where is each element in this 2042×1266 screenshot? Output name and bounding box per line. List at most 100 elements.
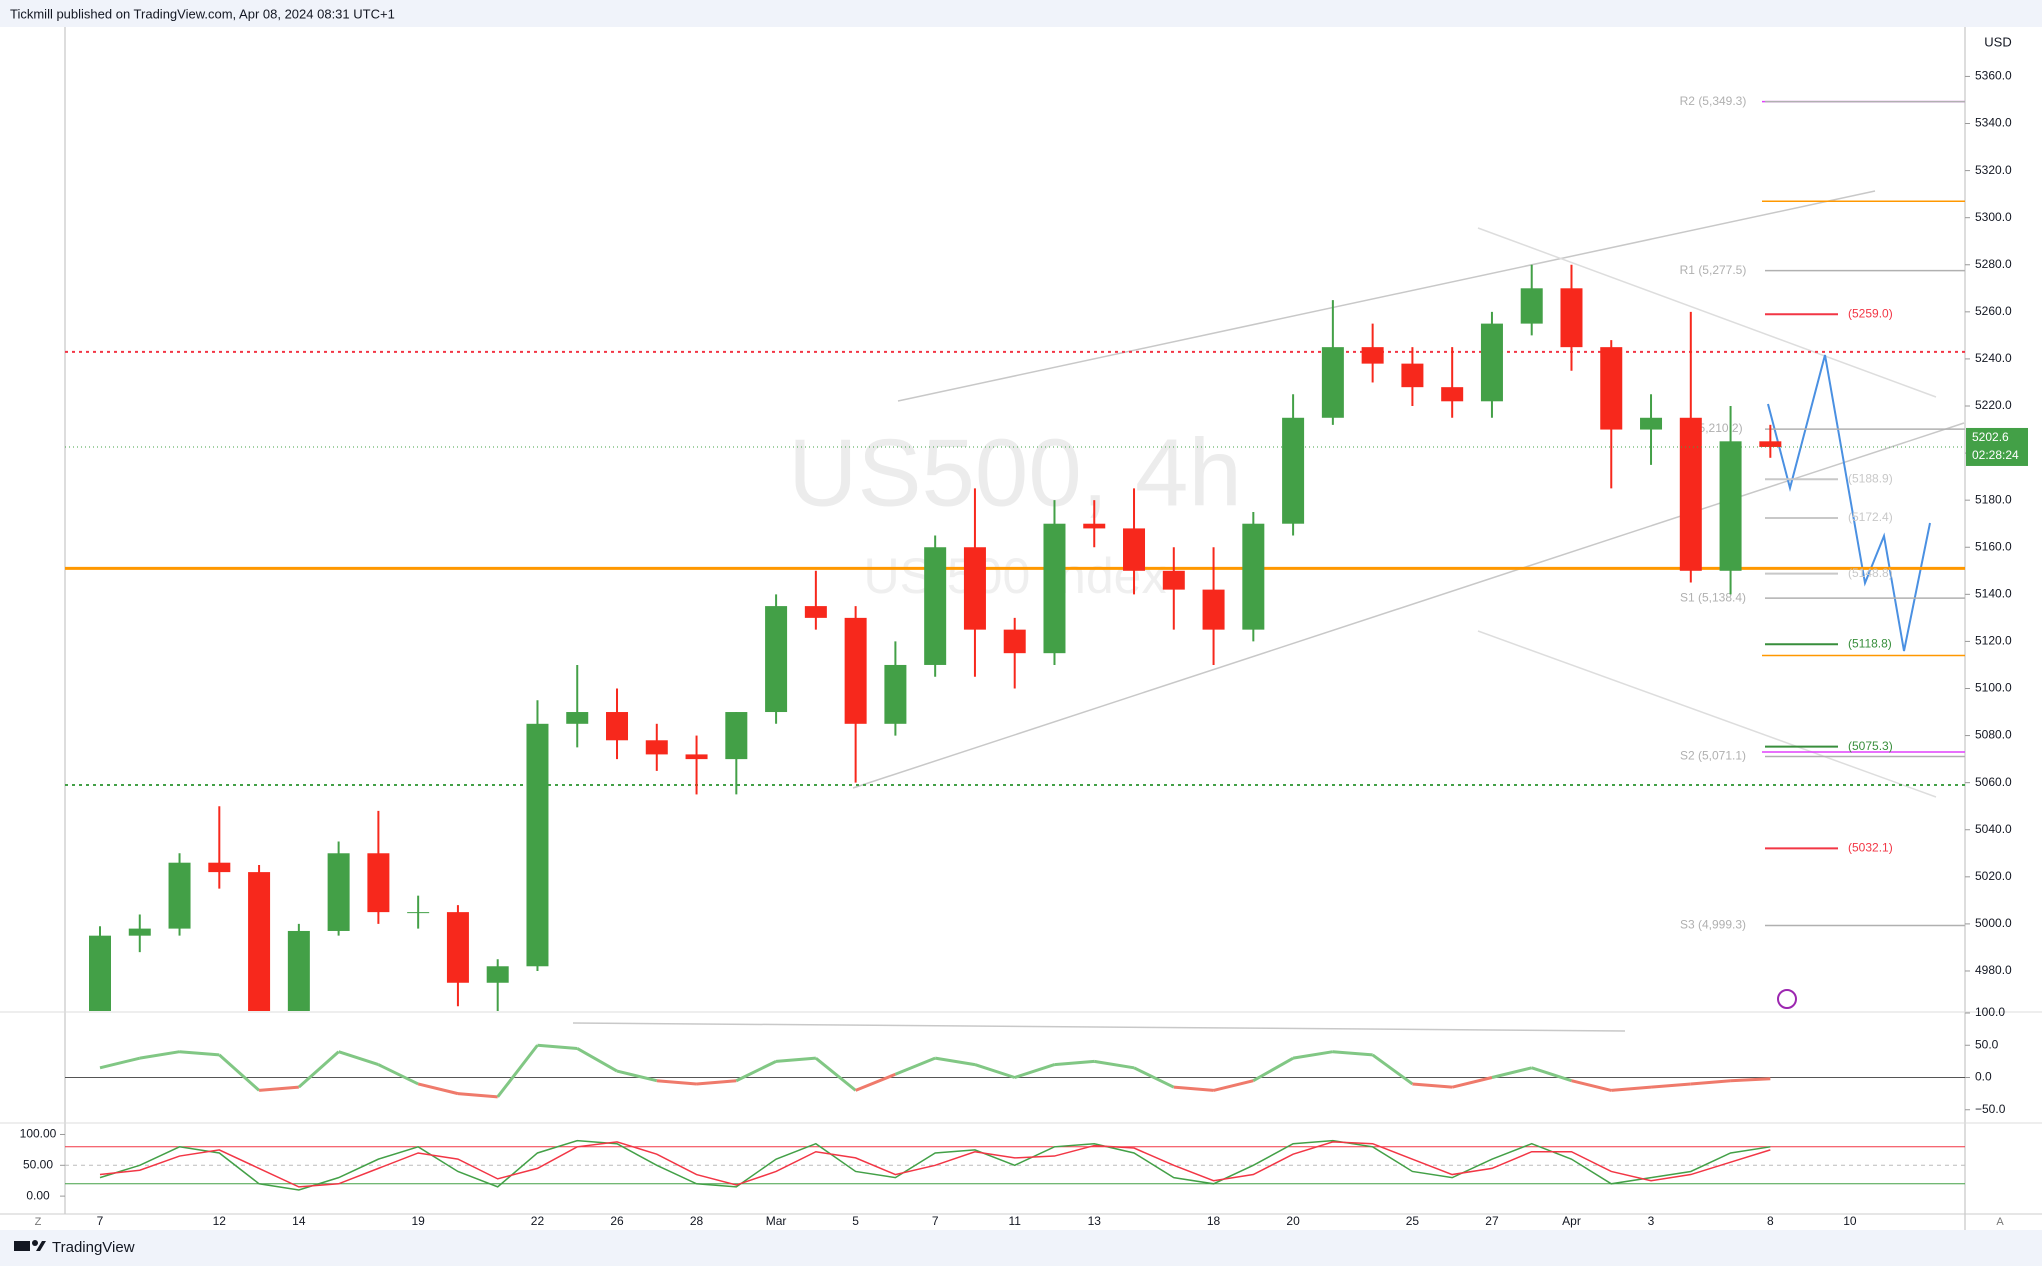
x-tick-label: 7 bbox=[97, 1214, 104, 1228]
trend-line bbox=[852, 422, 1965, 789]
pivot-label: S3 (4,999.3) bbox=[1680, 918, 1746, 932]
x-tick-label: 22 bbox=[531, 1214, 545, 1228]
oscillator-segment bbox=[1332, 1050, 1373, 1057]
oscillator-segment bbox=[338, 1050, 379, 1067]
y-tick-label: 100.00 bbox=[20, 1127, 57, 1141]
oscillator-segment bbox=[974, 1063, 1016, 1079]
candle-body bbox=[685, 754, 708, 760]
oscillator-segment bbox=[99, 1056, 141, 1070]
y-tick-label: 5000.0 bbox=[1975, 916, 2012, 930]
y-tick-label: 5320.0 bbox=[1975, 163, 2012, 177]
y-tick-label: −50.0 bbox=[1975, 1102, 2006, 1116]
x-tick-label: 28 bbox=[690, 1214, 704, 1228]
y-tick-label: 5060.0 bbox=[1975, 775, 2012, 789]
y-tick-label: 5360.0 bbox=[1975, 69, 2012, 83]
auto-button[interactable]: A bbox=[1996, 1216, 2004, 1228]
candle-body bbox=[1441, 387, 1464, 402]
x-tick-label: 26 bbox=[610, 1214, 624, 1228]
pivot-label: R1 (5,277.5) bbox=[1680, 263, 1747, 277]
candle-body bbox=[1640, 417, 1663, 430]
candle-body bbox=[1043, 523, 1066, 654]
target-label: (5148.8) bbox=[1848, 566, 1893, 580]
forecast-path bbox=[1767, 354, 1931, 652]
y-tick-label: 5100.0 bbox=[1975, 681, 2012, 695]
candle-body bbox=[606, 712, 629, 741]
candle-body bbox=[566, 712, 589, 724]
oscillator-segment bbox=[934, 1056, 976, 1067]
zoom-button[interactable]: Z bbox=[35, 1216, 42, 1228]
oscillator-segment bbox=[1014, 1063, 1055, 1079]
oscillator-segment bbox=[1730, 1077, 1771, 1083]
oscillator-segment bbox=[735, 1060, 777, 1083]
candle-body bbox=[1242, 523, 1265, 630]
candle-body bbox=[407, 912, 430, 914]
oscillator-segment bbox=[417, 1082, 459, 1096]
main-plot: R2 (5,349.3)R1 (5,277.5)P (5,210.2)S1 (5… bbox=[65, 94, 1965, 1011]
pivot-label: S2 (5,071.1) bbox=[1680, 749, 1746, 763]
countdown: 02:28:24 bbox=[1972, 448, 2019, 462]
oscillator-segment bbox=[616, 1069, 658, 1083]
y-tick-label: 5140.0 bbox=[1975, 587, 2012, 601]
x-tick-label: 12 bbox=[213, 1214, 227, 1228]
candle-body bbox=[1282, 417, 1305, 524]
oscillator-segment bbox=[258, 1085, 299, 1092]
candle-body bbox=[287, 930, 310, 1011]
candle-body bbox=[1560, 288, 1583, 348]
oscillator-segment bbox=[1213, 1079, 1254, 1092]
oscillator-segment bbox=[855, 1072, 896, 1092]
y-tick-label: 0.0 bbox=[1975, 1070, 1992, 1084]
oscillator-segment bbox=[1173, 1085, 1214, 1092]
y-tick-label: 5220.0 bbox=[1975, 398, 2012, 412]
x-tick-label: 13 bbox=[1088, 1214, 1102, 1228]
oscillator-segment bbox=[775, 1056, 816, 1063]
candle-body bbox=[327, 853, 350, 931]
watermark-description: US 500 Index bbox=[864, 548, 1167, 604]
y-tick-label: 5340.0 bbox=[1975, 116, 2012, 130]
alert-icon[interactable] bbox=[1777, 989, 1797, 1009]
x-tick-label: Mar bbox=[766, 1214, 787, 1228]
candle-body bbox=[1759, 441, 1782, 447]
oscillator-segment bbox=[814, 1056, 857, 1092]
candle-body bbox=[526, 723, 549, 967]
tv-logo bbox=[14, 1240, 46, 1251]
candle-body bbox=[367, 853, 390, 913]
candle-body bbox=[884, 664, 907, 724]
footer-brand: TradingView bbox=[52, 1239, 135, 1256]
trend-line bbox=[1477, 630, 1937, 798]
last-price: 5202.6 bbox=[1972, 430, 2009, 444]
y-tick-label: 5120.0 bbox=[1975, 634, 2012, 648]
oscillator-segment bbox=[1252, 1056, 1294, 1083]
oscillator-segment bbox=[139, 1050, 180, 1060]
x-tick-label: 14 bbox=[292, 1214, 306, 1228]
x-tick-label: 11 bbox=[1008, 1214, 1021, 1228]
y-tick-label: 5040.0 bbox=[1975, 822, 2012, 836]
oscillator-segment bbox=[537, 1043, 578, 1050]
pivot-label: R2 (5,349.3) bbox=[1680, 94, 1747, 108]
candle-body bbox=[765, 606, 788, 713]
y-tick-label: 5020.0 bbox=[1975, 869, 2012, 883]
y-tick-label: 5160.0 bbox=[1975, 539, 2012, 553]
stochastic-line bbox=[99, 1141, 1771, 1188]
x-tick-label: 8 bbox=[1767, 1214, 1774, 1228]
y-tick-label: 50.00 bbox=[23, 1157, 53, 1171]
oscillator-segment bbox=[1054, 1059, 1095, 1067]
oscillator-segment bbox=[179, 1050, 220, 1057]
candle-body bbox=[1719, 441, 1742, 571]
oscillator-segment bbox=[1491, 1066, 1533, 1079]
candle-body bbox=[725, 712, 748, 760]
last-price-box bbox=[1966, 427, 2028, 466]
oscillator-segment bbox=[1292, 1050, 1334, 1060]
candle-body bbox=[248, 872, 271, 1011]
candle-body bbox=[168, 862, 191, 929]
candle-body bbox=[963, 547, 986, 630]
trend-line bbox=[897, 190, 1876, 402]
candle-body bbox=[1361, 347, 1384, 364]
y-tick-label: 100.0 bbox=[1975, 1005, 2005, 1019]
y-tick-label: 5280.0 bbox=[1975, 257, 2012, 271]
target-label: (5172.4) bbox=[1848, 510, 1893, 524]
candle-body bbox=[1202, 589, 1225, 630]
target-label: (5032.1) bbox=[1848, 841, 1893, 855]
y-tick-label: 50.0 bbox=[1975, 1037, 1999, 1051]
candle-body bbox=[1401, 363, 1424, 388]
